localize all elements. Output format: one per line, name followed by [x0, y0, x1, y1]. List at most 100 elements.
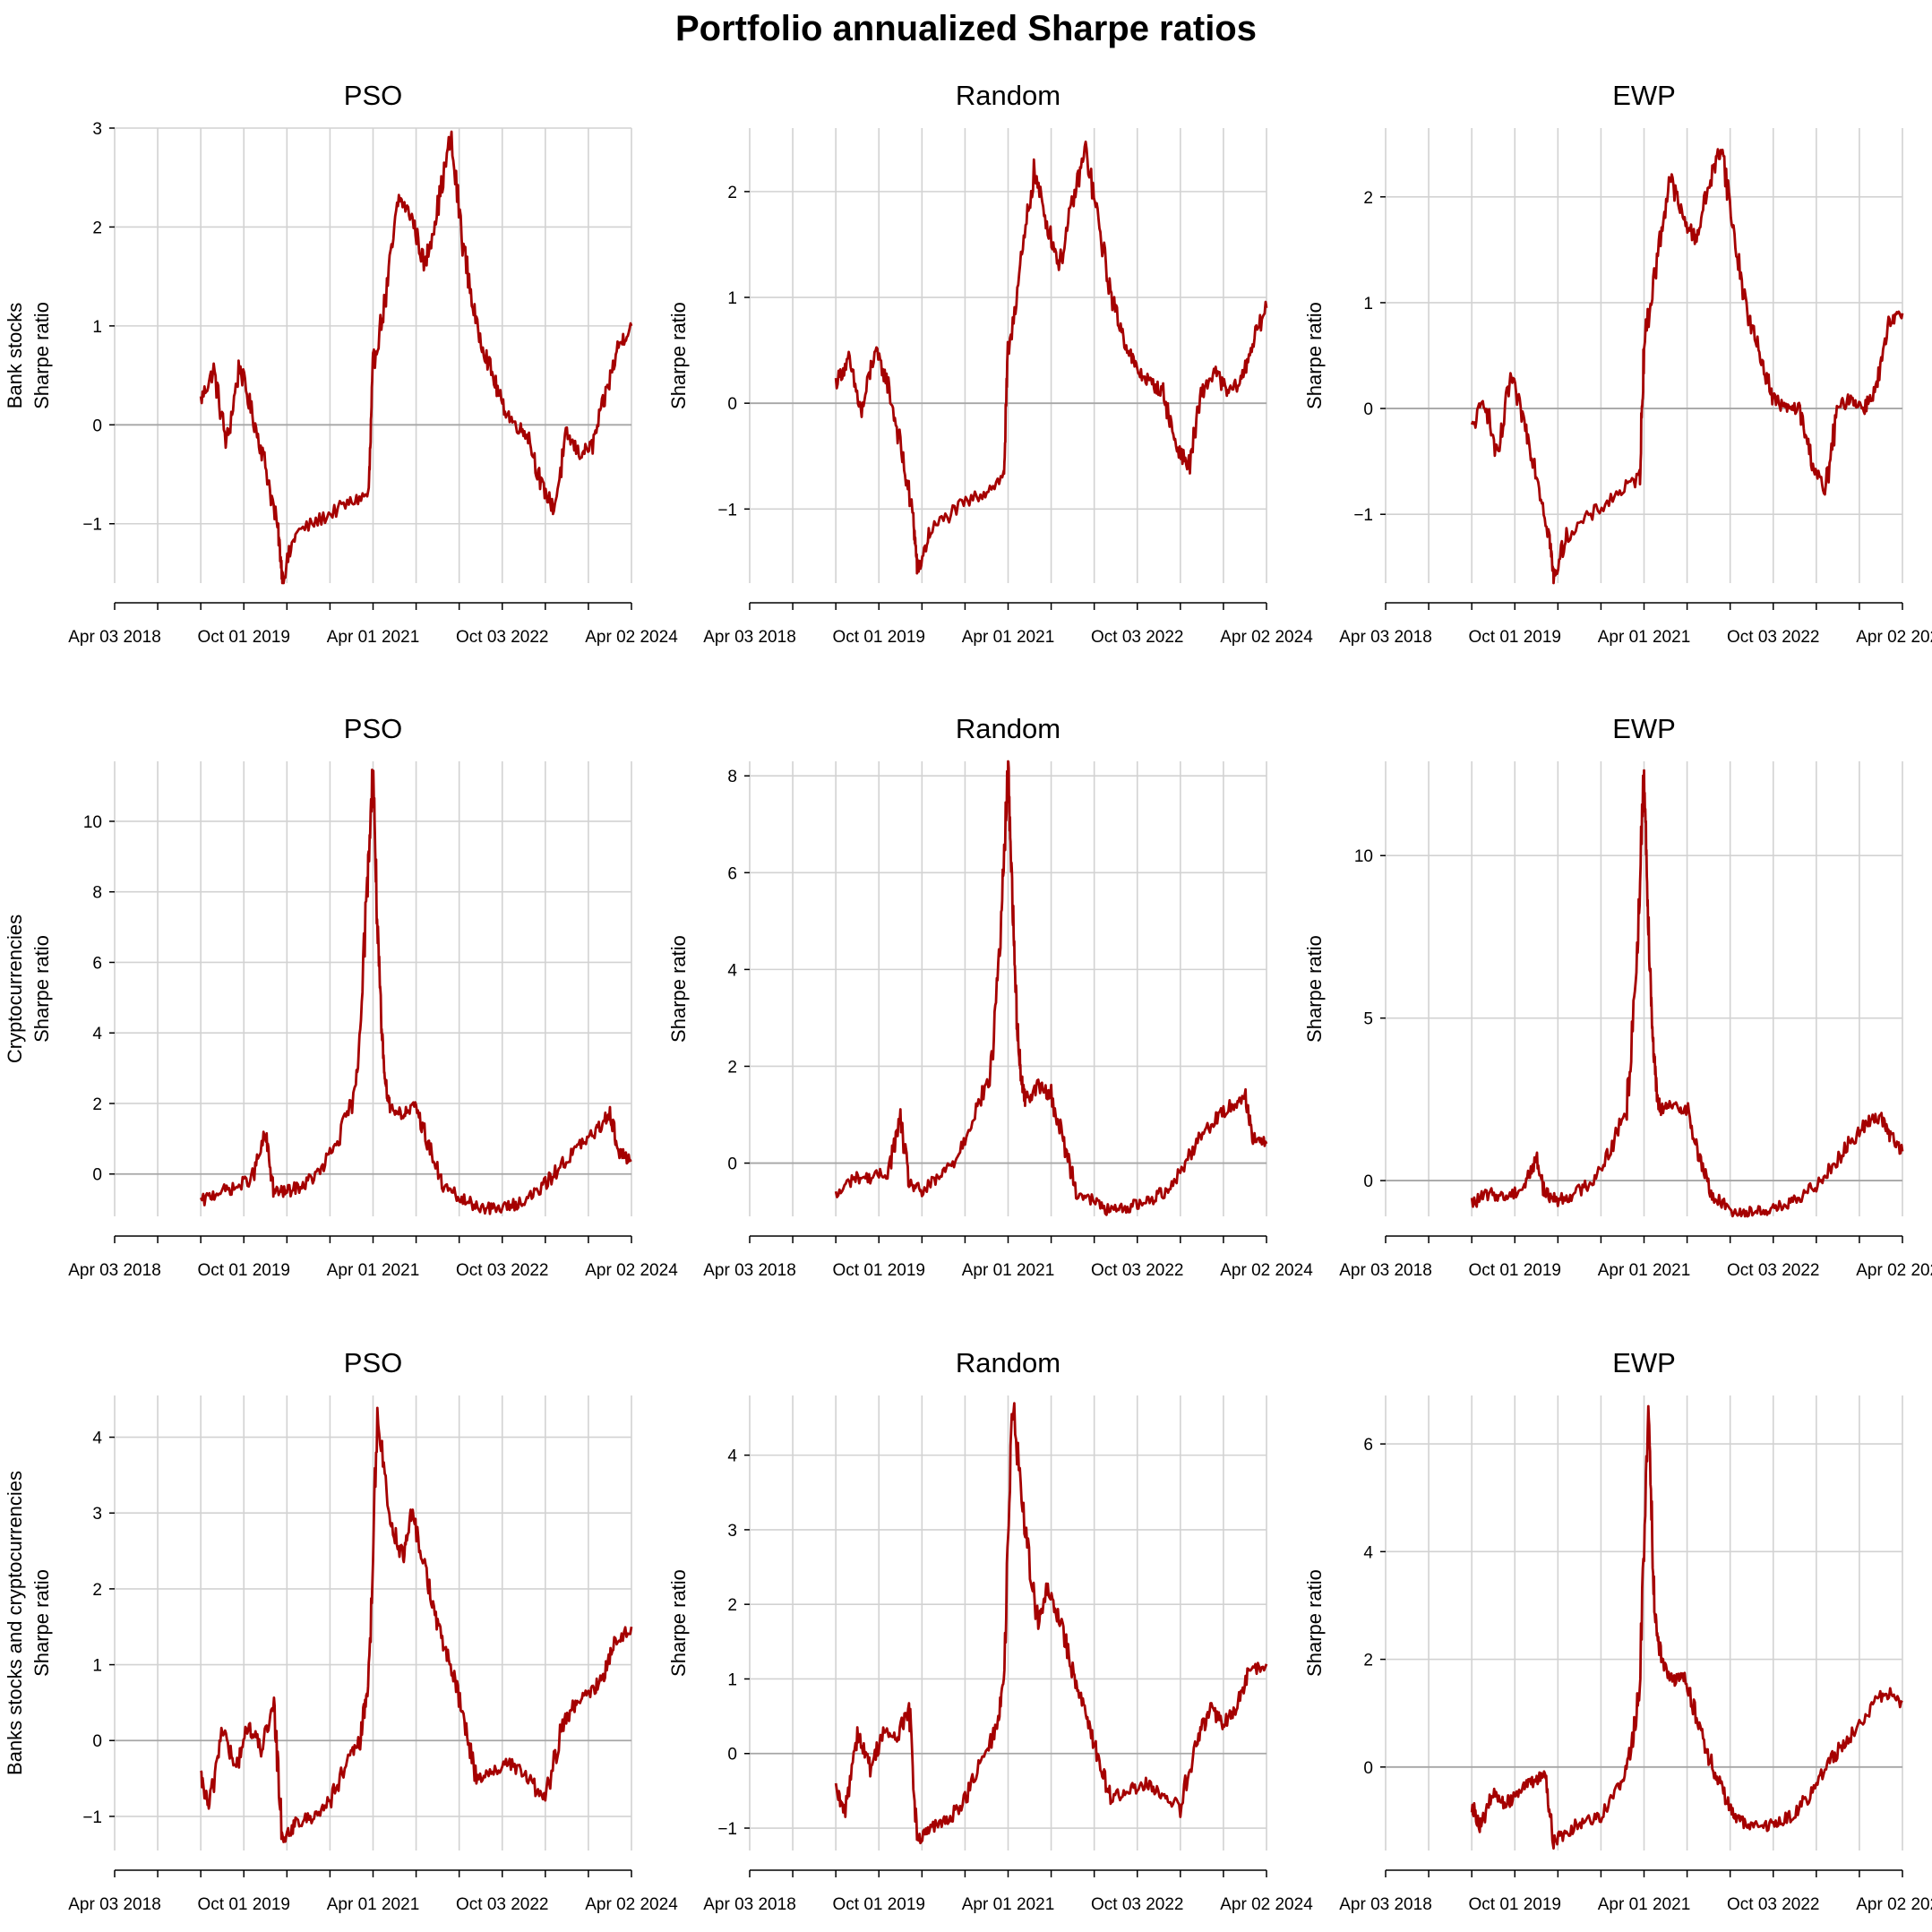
y-tick-label: 10: [83, 813, 102, 832]
y-tick-label: 0: [92, 1732, 102, 1751]
y-tick-label: −1: [717, 1820, 737, 1839]
x-tick-label: Oct 03 2022: [1727, 1895, 1820, 1914]
x-tick-label: Apr 02 2024: [1856, 1895, 1932, 1914]
x-tick-label: Apr 03 2018: [1339, 628, 1432, 647]
x-tick-label: Oct 01 2019: [1468, 628, 1561, 647]
panel-title: EWP: [1612, 713, 1676, 744]
y-axis-label: Bank stocks: [4, 303, 26, 409]
y-tick-label: 2: [92, 1581, 102, 1600]
x-tick-label: Apr 02 2024: [1220, 628, 1313, 647]
x-tick-label: Apr 02 2024: [1856, 628, 1932, 647]
x-tick-label: Apr 03 2018: [1339, 1261, 1432, 1280]
panel-title: PSO: [344, 713, 402, 744]
y-tick-label: 3: [727, 1522, 737, 1541]
y-tick-label: 2: [727, 1058, 737, 1077]
panel-title: PSO: [344, 1347, 402, 1378]
sharpe-series-line-p1: [199, 130, 633, 585]
x-tick-label: Apr 03 2018: [703, 628, 796, 647]
x-tick-label: Apr 03 2018: [703, 1895, 796, 1914]
y-tick-label: 1: [92, 318, 102, 337]
y-axis-label: Sharpe ratio: [1303, 1569, 1326, 1677]
y-tick-label: 3: [92, 120, 102, 139]
x-tick-label: Apr 01 2021: [1598, 1895, 1691, 1914]
y-axis-label: Sharpe ratio: [667, 1569, 690, 1677]
y-tick-label: 2: [92, 219, 102, 237]
y-tick-label: 4: [727, 1447, 737, 1466]
x-tick-label: Oct 01 2019: [197, 1261, 290, 1280]
y-tick-label: 5: [1363, 1010, 1373, 1029]
y-tick-label: 0: [1363, 400, 1373, 419]
x-tick-label: Apr 01 2021: [1598, 1261, 1691, 1280]
y-tick-label: 2: [727, 1596, 737, 1615]
figure-title: Portfolio annualized Sharpe ratios: [675, 9, 1257, 48]
panel-title: EWP: [1612, 80, 1676, 111]
y-tick-label: 0: [727, 1155, 737, 1174]
x-tick-label: Oct 03 2022: [1091, 628, 1184, 647]
x-tick-label: Apr 03 2018: [68, 1895, 161, 1914]
x-tick-label: Apr 01 2021: [962, 1895, 1055, 1914]
x-tick-label: Oct 01 2019: [832, 1895, 925, 1914]
sharpe-series-line-p8: [834, 1402, 1268, 1845]
x-tick-label: Apr 01 2021: [962, 628, 1055, 647]
y-tick-label: 0: [92, 416, 102, 435]
y-tick-label: 1: [92, 1657, 102, 1676]
panel-title: PSO: [344, 80, 402, 111]
y-tick-label: 10: [1354, 847, 1373, 866]
y-tick-label: 1: [1363, 295, 1373, 313]
x-tick-label: Apr 02 2024: [585, 1261, 678, 1280]
x-tick-label: Apr 01 2021: [327, 628, 420, 647]
y-axis-label: Banks stocks and cryptocurrencies: [4, 1471, 26, 1775]
sharpe-series-line-p9: [1470, 1404, 1903, 1850]
x-tick-label: Oct 01 2019: [197, 628, 290, 647]
y-axis-label: Cryptocurrencies: [4, 914, 26, 1063]
y-tick-label: 4: [92, 1025, 102, 1043]
y-tick-label: 0: [727, 395, 737, 414]
y-axis-label: Sharpe ratio: [30, 302, 53, 409]
y-tick-label: 8: [727, 768, 737, 786]
y-tick-label: 6: [1363, 1436, 1373, 1455]
sharpe-series-line-p6: [1470, 769, 1904, 1218]
y-tick-label: 2: [1363, 1652, 1373, 1670]
x-tick-label: Oct 03 2022: [1727, 628, 1820, 647]
x-tick-label: Oct 03 2022: [456, 628, 549, 647]
x-tick-label: Oct 03 2022: [456, 1261, 549, 1280]
y-tick-label: 2: [1363, 189, 1373, 208]
x-tick-label: Oct 03 2022: [1091, 1261, 1184, 1280]
x-tick-label: Apr 03 2018: [68, 628, 161, 647]
y-tick-label: 0: [727, 1746, 737, 1765]
y-tick-label: −1: [82, 516, 102, 535]
x-tick-label: Oct 01 2019: [832, 1261, 925, 1280]
sharpe-series-line-p2: [834, 140, 1268, 575]
y-tick-label: 4: [727, 961, 737, 980]
x-tick-label: Apr 02 2024: [1856, 1261, 1932, 1280]
y-axis-label: Sharpe ratio: [30, 935, 53, 1043]
x-tick-label: Oct 01 2019: [832, 628, 925, 647]
x-tick-label: Oct 01 2019: [197, 1895, 290, 1914]
y-tick-label: 2: [727, 184, 737, 202]
sharpe-series-line-p7: [199, 1406, 633, 1843]
x-tick-label: Apr 03 2018: [1339, 1895, 1432, 1914]
y-tick-label: 8: [92, 884, 102, 903]
y-tick-label: 1: [727, 1670, 737, 1689]
y-tick-label: 4: [92, 1430, 102, 1448]
x-tick-label: Apr 02 2024: [1220, 1895, 1313, 1914]
y-tick-label: −1: [717, 501, 737, 519]
panel-title: Random: [956, 80, 1060, 111]
x-tick-label: Oct 03 2022: [1091, 1895, 1184, 1914]
y-tick-label: 1: [727, 289, 737, 308]
x-tick-label: Apr 02 2024: [585, 1895, 678, 1914]
y-tick-label: 0: [1363, 1759, 1373, 1778]
y-tick-label: 2: [92, 1095, 102, 1114]
y-tick-label: 0: [1363, 1172, 1373, 1191]
x-tick-label: Apr 01 2021: [1598, 628, 1691, 647]
x-tick-label: Oct 01 2019: [1468, 1895, 1561, 1914]
panel-title: Random: [956, 713, 1060, 744]
y-tick-label: −1: [82, 1808, 102, 1827]
x-tick-label: Apr 01 2021: [327, 1261, 420, 1280]
sharpe-series-line-p3: [1470, 148, 1904, 585]
sharpe-series-line-p4: [199, 769, 632, 1215]
y-axis-label: Sharpe ratio: [1303, 935, 1326, 1043]
y-tick-label: 0: [92, 1166, 102, 1185]
